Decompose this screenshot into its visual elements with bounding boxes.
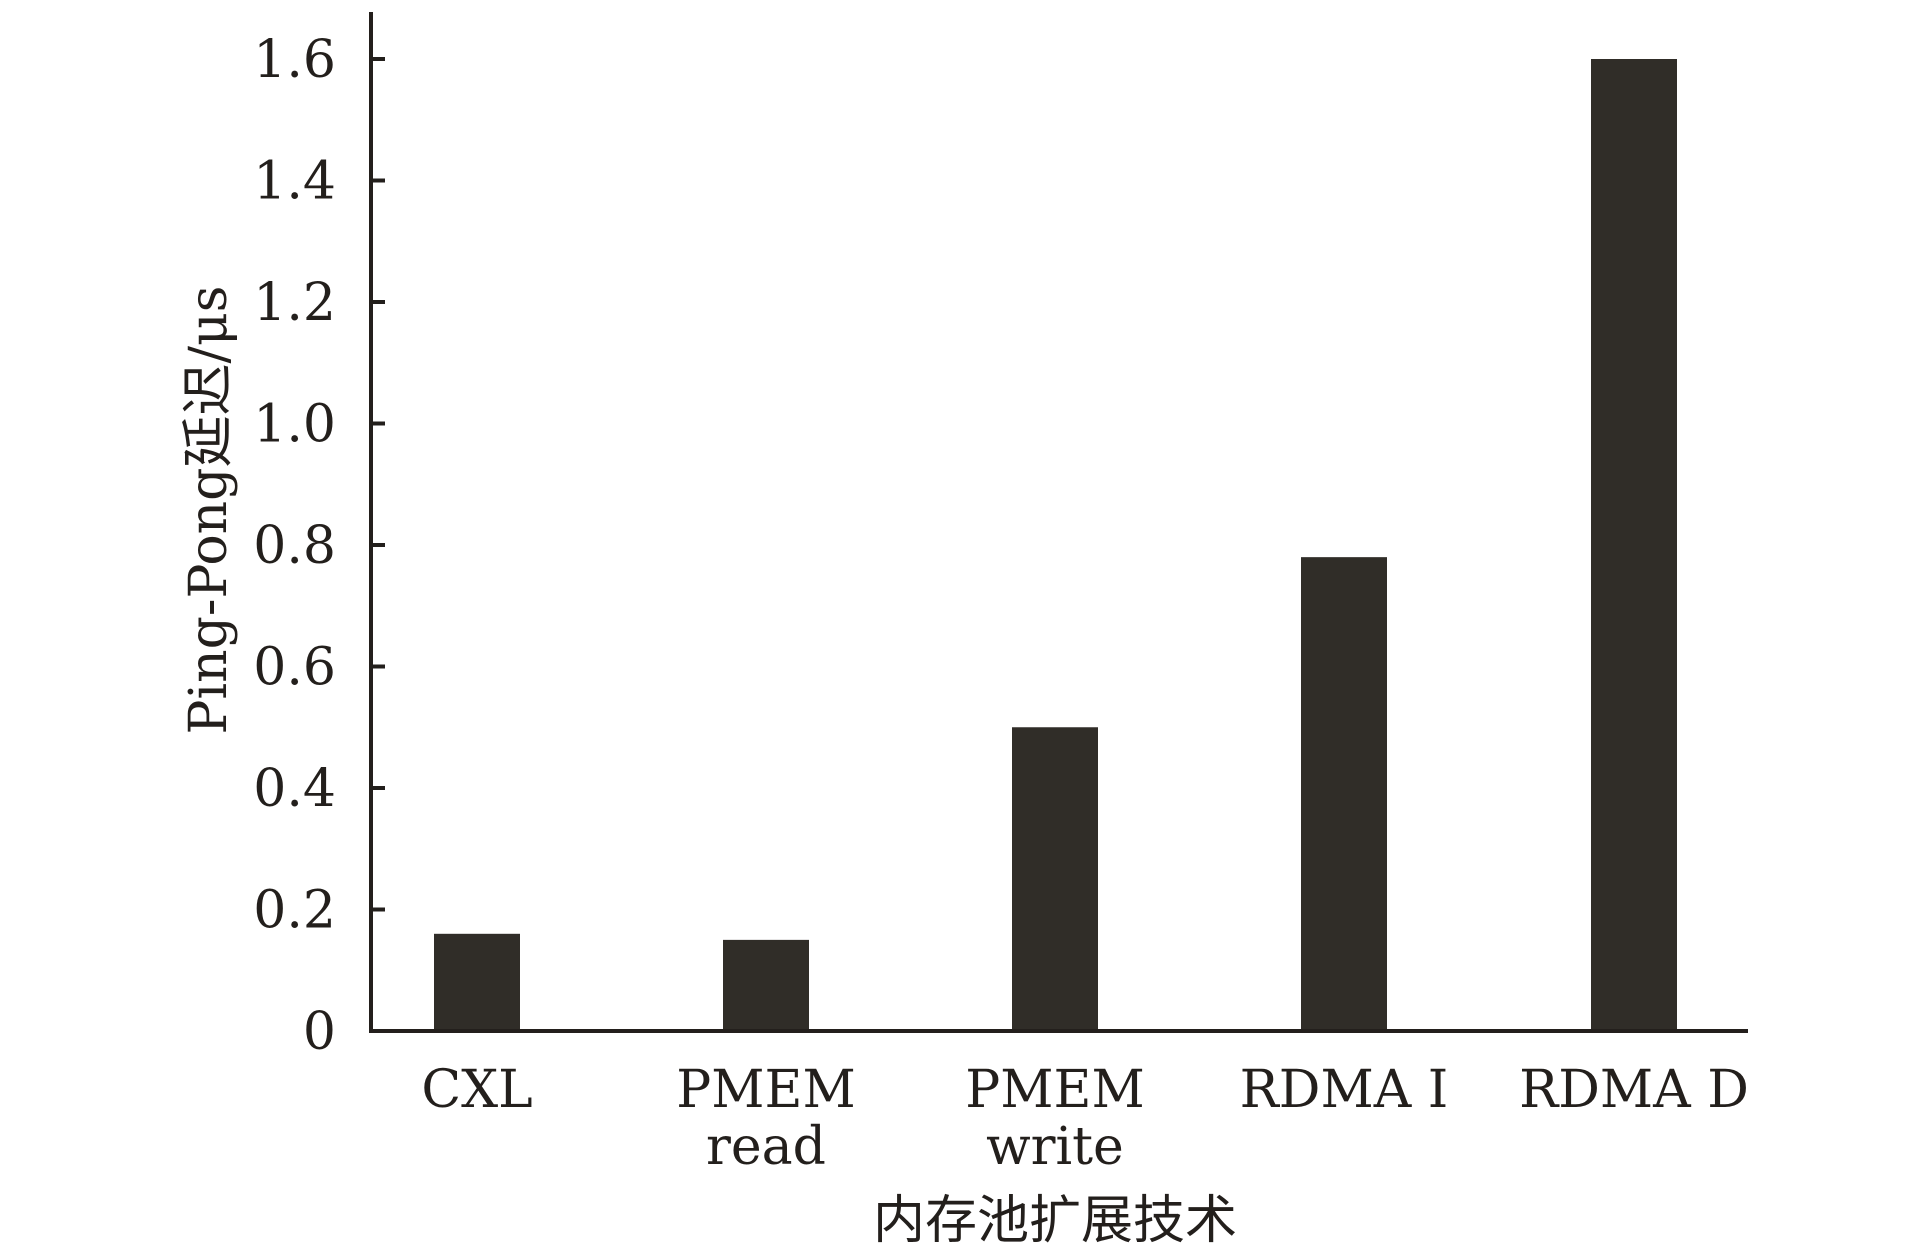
bar: [434, 933, 520, 1031]
x-category-label: PMEM read: [676, 1060, 855, 1177]
y-tick-label: 0.2: [253, 881, 336, 941]
y-tick-label: 1.0: [253, 395, 336, 455]
x-category-label: RDMA I: [1240, 1060, 1449, 1120]
y-tick-label: 0.8: [253, 516, 336, 576]
y-axis-title: Ping-Pong延迟/μs: [179, 286, 239, 735]
y-tick-label: 0: [303, 1002, 336, 1062]
x-category-label: RDMA D: [1519, 1060, 1749, 1120]
y-tick-label: 0.4: [253, 759, 336, 819]
x-category-label-line: read: [706, 1117, 826, 1177]
bars-layer: [434, 59, 1677, 1031]
x-category-label-line: RDMA I: [1240, 1060, 1449, 1120]
y-tick-label: 1.6: [253, 30, 336, 90]
x-category-label-line: RDMA D: [1519, 1060, 1749, 1120]
x-axis-title: 内存池扩展技术: [873, 1191, 1237, 1251]
bar: [723, 939, 809, 1031]
x-category-label-line: PMEM: [676, 1060, 855, 1120]
x-category-label-line: write: [986, 1117, 1124, 1177]
x-category-label: PMEM write: [965, 1060, 1144, 1177]
x-category-label-line: PMEM: [965, 1060, 1144, 1120]
x-category-label: CXL: [421, 1060, 532, 1120]
bar: [1301, 557, 1387, 1031]
x-category-label-line: CXL: [421, 1060, 532, 1120]
bar: [1591, 59, 1677, 1031]
y-ticks: 0 0.2 0.4 0.6 0.8 1.0 1.2 1.4 1.6: [253, 30, 385, 1062]
bar: [1012, 727, 1098, 1031]
y-tick-label: 1.4: [253, 152, 336, 212]
y-tick-label: 0.6: [253, 638, 336, 698]
y-tick-label: 1.2: [253, 273, 336, 333]
